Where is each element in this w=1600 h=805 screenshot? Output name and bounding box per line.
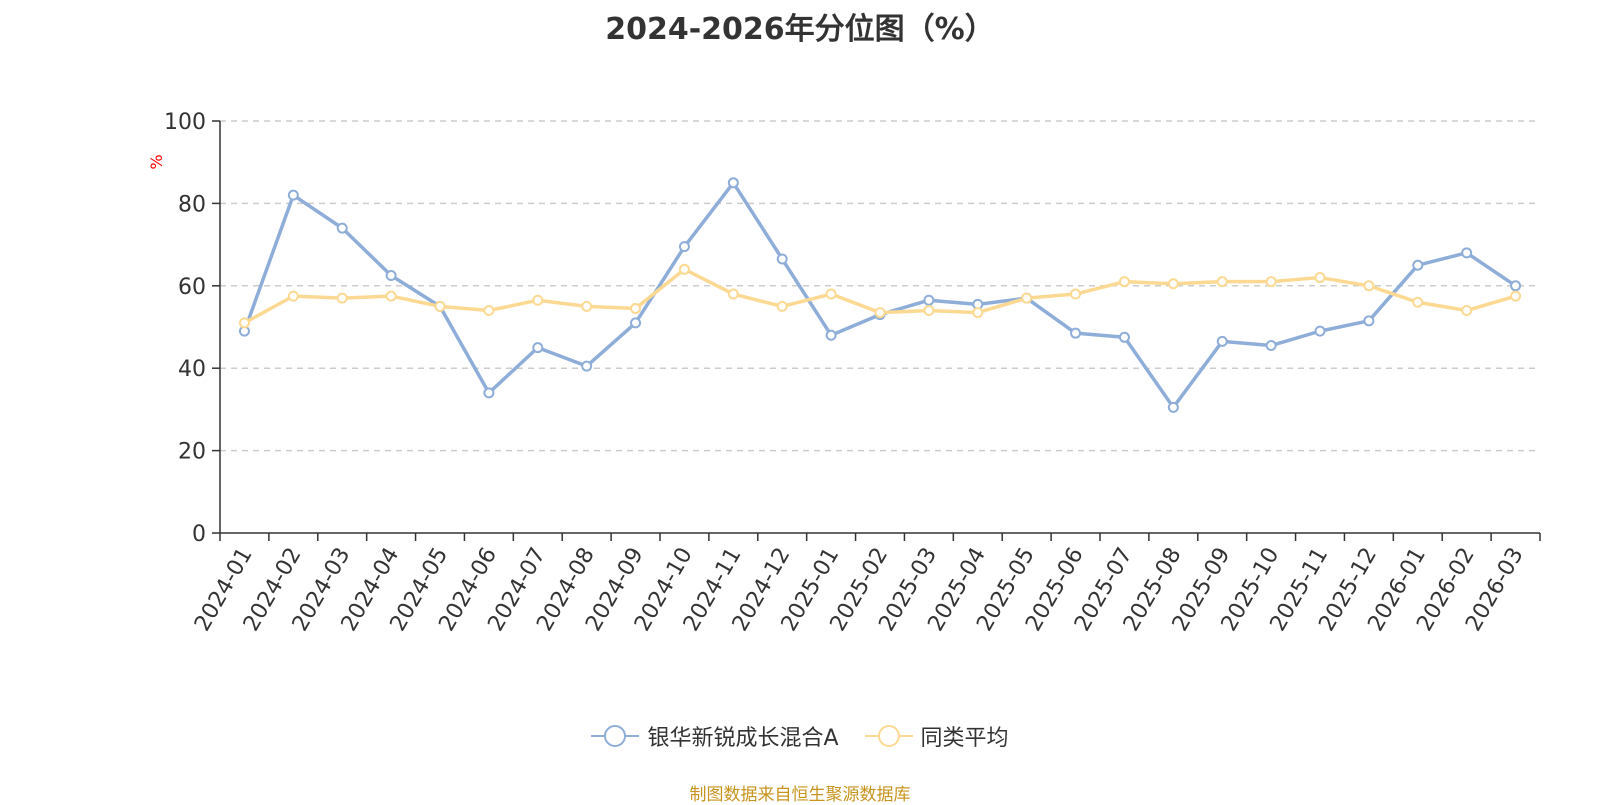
series-1-point [874,307,886,319]
series-0-point [1461,247,1473,259]
series-1-point [385,290,397,302]
y-axis-label: % [147,154,166,169]
series-1-point [336,292,348,304]
series-1-point [1118,276,1130,288]
series-1-point [1461,305,1473,317]
y-tick-label: 100 [164,110,206,135]
series-0-point [1314,325,1326,337]
series-0-point [1265,340,1277,352]
series-0-point [385,270,397,281]
series-0-point [825,329,837,341]
series-1-point [776,300,788,312]
series-0-point [923,294,935,306]
series-1-point [287,290,299,302]
series-1-point [1021,292,1033,304]
y-tick-label: 20 [178,440,206,465]
source-note: 制图数据来自恒生聚源数据库 [689,785,911,805]
series-1-point [972,307,984,319]
series-0-point [678,241,690,253]
legend-marker-series-0 [591,725,640,747]
series-0-point [630,317,642,329]
series-0-point [1363,315,1375,327]
y-tick-label: 60 [178,275,206,300]
series-1-point [1167,278,1179,290]
series-0-point [1510,280,1522,292]
legend-marker-series-1 [864,725,913,747]
series-1-point [825,288,837,300]
series-1-point [1070,288,1082,300]
series-1-point [483,305,495,317]
series-0-point [1216,335,1228,347]
series-0-point [483,387,495,399]
series-1-point [1363,280,1375,292]
legend-label-series-1: 同类平均 [920,726,1009,751]
series-1-point [1412,296,1424,308]
series-0-point [727,177,739,189]
legend-item-series-0[interactable]: 银华新锐成长混合A [591,720,839,752]
series-0-point [1070,327,1082,339]
series-1-point [630,302,642,314]
series-1-point [1265,276,1277,288]
series-1-point [727,288,739,300]
series-1-point [532,294,544,306]
series-0-point [532,342,544,354]
series-1-point [923,305,935,317]
legend-item-series-1[interactable]: 同类平均 [864,720,1009,752]
legend-label-series-0: 银华新锐成长混合A [647,726,839,751]
series-0-point [581,360,593,372]
series-1-point [238,317,250,329]
y-tick-label: 80 [178,192,206,217]
series-1-point [1510,290,1522,302]
series-1-point [1314,272,1326,284]
series-1-point [581,300,593,312]
series-0-point [287,189,299,201]
series-0-point [336,222,348,234]
series-1-point [678,263,690,275]
series-1-point [1216,276,1228,288]
series-0-point [776,253,788,265]
y-tick-label: 0 [192,522,206,547]
series-0-point [1167,401,1179,413]
series-0-point [1118,331,1130,343]
series-1-point [434,300,446,312]
y-tick-label: 40 [178,357,206,382]
series-line-0 [242,181,1517,410]
legend: 银华新锐成长混合A 同类平均 [0,720,1600,752]
series-0-point [1412,259,1424,271]
chart-title: 2024-2026年分位图（%） [605,12,995,47]
